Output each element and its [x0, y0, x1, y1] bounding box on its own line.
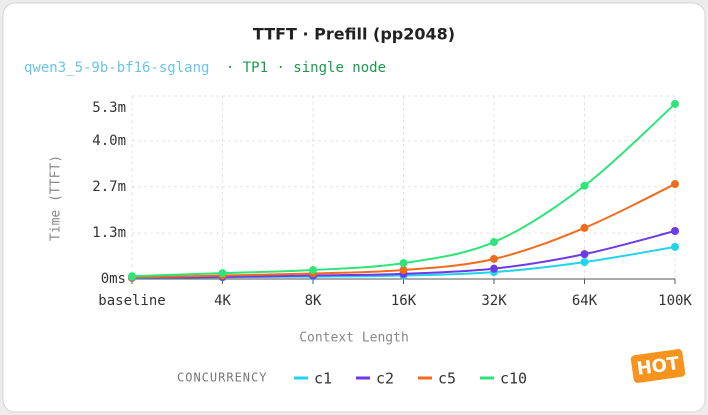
data-point: [490, 264, 498, 273]
data-point: [218, 269, 227, 278]
data-point: [580, 223, 589, 232]
x-axis-title: Context Length: [299, 331, 409, 346]
data-point: [399, 266, 408, 275]
data-point: [490, 238, 498, 247]
x-tick-label: 100K: [658, 293, 692, 309]
x-tick-label: 8K: [305, 293, 322, 309]
subtitle-model: qwen3_5-9b-bf16-sglang: [24, 60, 209, 76]
y-tick-label: 5.3m: [92, 100, 126, 116]
legend-label: c10: [500, 370, 527, 388]
y-tick-label: 0ms: [101, 271, 126, 287]
data-point: [671, 180, 679, 189]
data-point: [671, 242, 679, 251]
legend-label: c1: [314, 370, 332, 388]
data-point: [128, 272, 136, 281]
data-point: [490, 254, 498, 263]
x-tick-label: 32K: [481, 293, 507, 309]
y-tick-label: 1.3m: [92, 225, 126, 241]
data-point: [671, 227, 679, 236]
x-tick-label: baseline: [98, 293, 165, 309]
y-tick-label: 4.0m: [92, 133, 126, 149]
legend-label: c2: [376, 370, 394, 388]
subtitle-rest: · TP1 · single node: [226, 60, 386, 76]
x-tick-label: 64K: [572, 293, 598, 309]
chart-title: TTFT · Prefill (pp2048): [253, 25, 455, 44]
badge: HOT: [630, 349, 686, 383]
data-point: [399, 259, 408, 268]
subtitle: qwen3_5-9b-bf16-sglang · TP1 · single no…: [24, 60, 386, 76]
y-tick-label: 2.7m: [92, 179, 126, 195]
data-point: [580, 250, 589, 259]
legend-title: CONCURRENCY: [177, 371, 267, 385]
data-point: [671, 99, 679, 108]
x-tick-label: 16K: [391, 293, 417, 309]
badge-bg: [630, 349, 686, 383]
legend-label: c5: [438, 370, 456, 388]
x-tick-label: 4K: [214, 293, 231, 309]
data-point: [580, 258, 589, 267]
data-point: [580, 181, 589, 190]
y-axis-title: Time (TTFT): [49, 155, 64, 241]
data-point: [309, 266, 317, 275]
